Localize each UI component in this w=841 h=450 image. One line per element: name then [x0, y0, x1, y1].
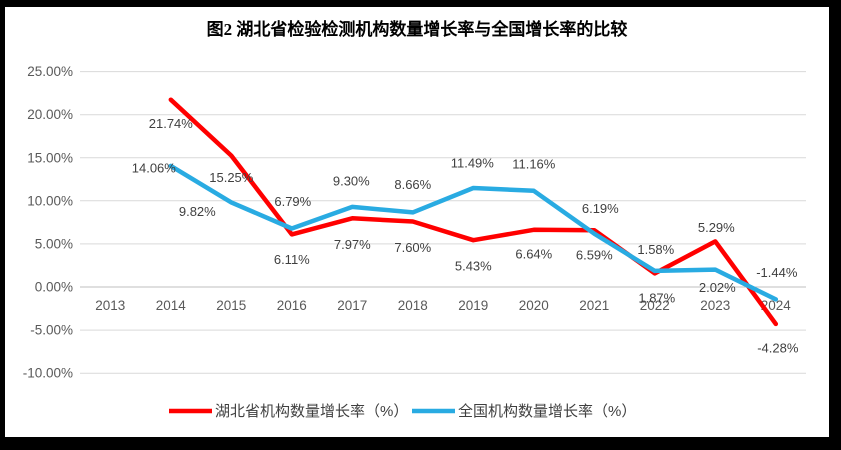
data-label: 9.30% — [333, 173, 370, 188]
y-tick-label: 0.00% — [35, 280, 73, 295]
data-label: 21.74% — [149, 116, 194, 131]
x-tick-label: 2024 — [761, 298, 792, 313]
data-label: 7.60% — [394, 240, 431, 255]
y-tick-label: 25.00% — [27, 64, 73, 79]
x-axis-tick-labels: 2013 2014 2015 2016 2017 2018 2019 2020 2021 2022… — [95, 298, 791, 313]
x-tick-label: 2017 — [337, 298, 367, 313]
data-label: 5.29% — [698, 220, 735, 235]
x-tick-label: 2018 — [398, 298, 428, 313]
gridlines — [80, 71, 806, 374]
data-label: -4.28% — [757, 340, 799, 355]
x-tick-label: 2019 — [458, 298, 488, 313]
x-tick-label: 2016 — [277, 298, 307, 313]
x-tick-label: 2014 — [156, 298, 187, 313]
data-label: 7.97% — [334, 237, 371, 252]
data-label: -1.44% — [756, 265, 798, 280]
series-line-1 — [168, 163, 779, 302]
x-tick-label: 2023 — [700, 298, 730, 313]
data-label: 1.87% — [638, 290, 675, 305]
data-label: 6.19% — [582, 201, 619, 216]
data-label: 11.49% — [451, 156, 495, 171]
x-tick-label: 2021 — [579, 298, 609, 313]
data-label: 6.11% — [274, 252, 310, 267]
x-tick-label: 2020 — [519, 298, 549, 313]
y-tick-label: 20.00% — [27, 107, 73, 122]
chart-area: 图2 湖北省检验检测机构数量增长率与全国增长率的比较 25.00% 20.00% 1… — [5, 7, 829, 437]
x-tick-label: 2013 — [95, 298, 125, 313]
line-chart: 图2 湖北省检验检测机构数量增长率与全国增长率的比较 25.00% 20.00% 1… — [23, 19, 806, 420]
data-label: 6.59% — [576, 248, 613, 263]
data-labels: 21.74% 15.25% 6.11% 7.97% 7.60% 5.43% 6.64% 6.5… — [132, 116, 799, 355]
x-tick-label: 2022 — [640, 298, 670, 313]
data-label: 6.64% — [515, 246, 552, 261]
x-tick-label: 2015 — [216, 298, 246, 313]
series-line-0 — [168, 97, 779, 327]
y-axis-tick-labels: 25.00% 20.00% 15.00% 10.00% 5.00% 0.00% -5.00%… — [23, 64, 73, 381]
legend-label-hubei: 湖北省机构数量增长率（%） — [215, 403, 408, 420]
chart-title: 图2 湖北省检验检测机构数量增长率与全国增长率的比较 — [207, 19, 628, 39]
data-label: 2.02% — [699, 280, 736, 295]
y-tick-label: 5.00% — [35, 236, 73, 251]
y-tick-label: -10.00% — [23, 366, 73, 381]
data-label: 5.43% — [455, 259, 492, 274]
legend-label-national: 全国机构数量增长率（%） — [458, 402, 636, 420]
data-label: 9.82% — [179, 204, 216, 219]
legend: 湖北省机构数量增长率（%） 全国机构数量增长率（%） — [169, 402, 636, 420]
series-lines — [168, 97, 779, 327]
data-label: 1.58% — [637, 242, 674, 257]
y-tick-label: 10.00% — [27, 193, 73, 208]
data-label: 14.06% — [132, 160, 177, 175]
data-label: 11.16% — [512, 156, 556, 171]
y-tick-label: 15.00% — [27, 150, 73, 165]
data-label: 15.25% — [209, 170, 254, 185]
data-label: 8.66% — [394, 177, 431, 192]
data-label: 6.79% — [274, 194, 311, 209]
y-tick-label: -5.00% — [30, 323, 73, 338]
